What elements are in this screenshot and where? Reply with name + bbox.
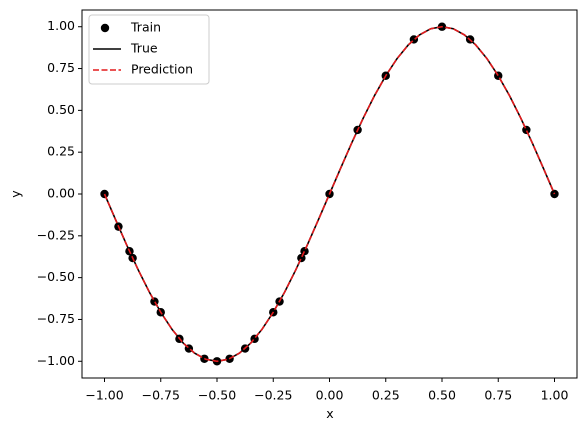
axes-frame (81, 9, 578, 379)
y-tick-label: 0.00 (47, 186, 75, 201)
y-tick-label: −0.50 (37, 269, 75, 284)
x-tick-label: 0.50 (428, 388, 456, 403)
y-axis-label: y (8, 190, 23, 198)
x-tick-label: 0.00 (316, 388, 344, 403)
y-tick-label: −1.00 (37, 353, 75, 368)
x-axis-label: x (326, 406, 333, 421)
x-tick-label: −0.50 (198, 388, 236, 403)
y-tick-label: 0.75 (47, 60, 75, 75)
y-tick-label: −0.75 (37, 311, 75, 326)
x-tick-label: −1.00 (85, 388, 123, 403)
y-tick-label: 0.25 (47, 144, 75, 159)
legend-label: Prediction (131, 62, 193, 77)
x-tick-label: −0.25 (254, 388, 292, 403)
legend-box (88, 14, 210, 85)
y-tick-label: 0.50 (47, 102, 75, 117)
y-tick-label: −0.25 (37, 227, 75, 242)
x-tick-label: 1.00 (541, 388, 569, 403)
legend-label: True (130, 41, 158, 56)
x-tick-label: −0.75 (142, 388, 180, 403)
legend-marker (100, 23, 110, 33)
y-tick-label: 1.00 (47, 18, 75, 33)
line (103, 25, 556, 363)
x-tick-label: 0.25 (372, 388, 400, 403)
legend-label: Train (130, 20, 161, 35)
x-tick-label: 0.75 (484, 388, 512, 403)
